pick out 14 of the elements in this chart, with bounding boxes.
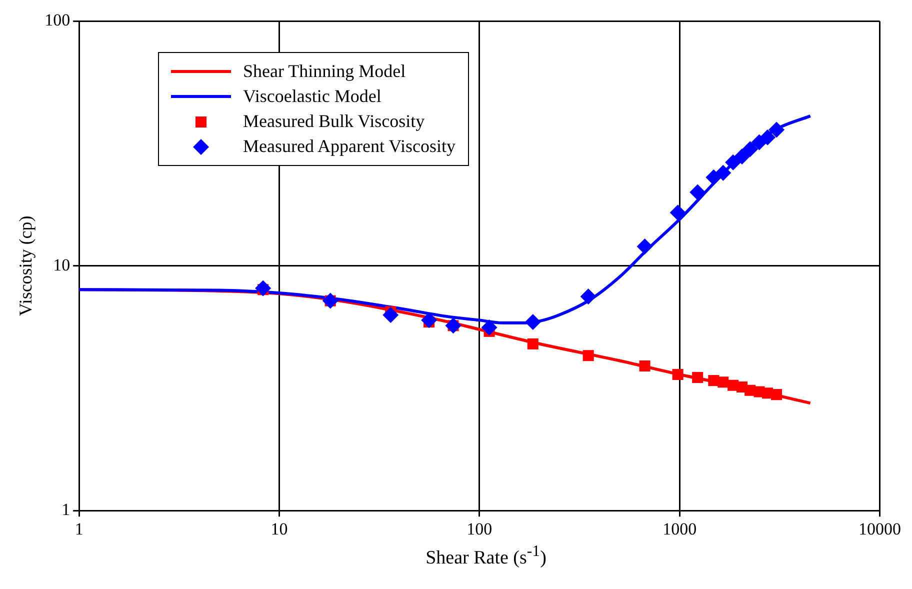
x-tick-label: 1000 bbox=[662, 519, 697, 538]
y-tick-label: 1 bbox=[62, 500, 70, 520]
legend-label: Measured Bulk Viscosity bbox=[243, 110, 425, 133]
legend-label: Shear Thinning Model bbox=[243, 60, 406, 83]
legend-label: Measured Apparent Viscosity bbox=[243, 135, 456, 158]
y-axis-title: Viscosity (cp) bbox=[16, 216, 36, 316]
y-tick-label: 100 bbox=[44, 10, 70, 30]
y-tick-label: 10 bbox=[53, 255, 70, 274]
x-tick-label: 10000 bbox=[858, 519, 901, 538]
legend-label: Viscoelastic Model bbox=[243, 85, 382, 108]
x-tick-label: 100 bbox=[466, 519, 492, 538]
x-axis-title: Shear Rate (s$^{-1}$) bbox=[424, 543, 548, 570]
x-tick-label: 1 bbox=[74, 519, 84, 538]
x-tick-label: 10 bbox=[270, 519, 288, 538]
